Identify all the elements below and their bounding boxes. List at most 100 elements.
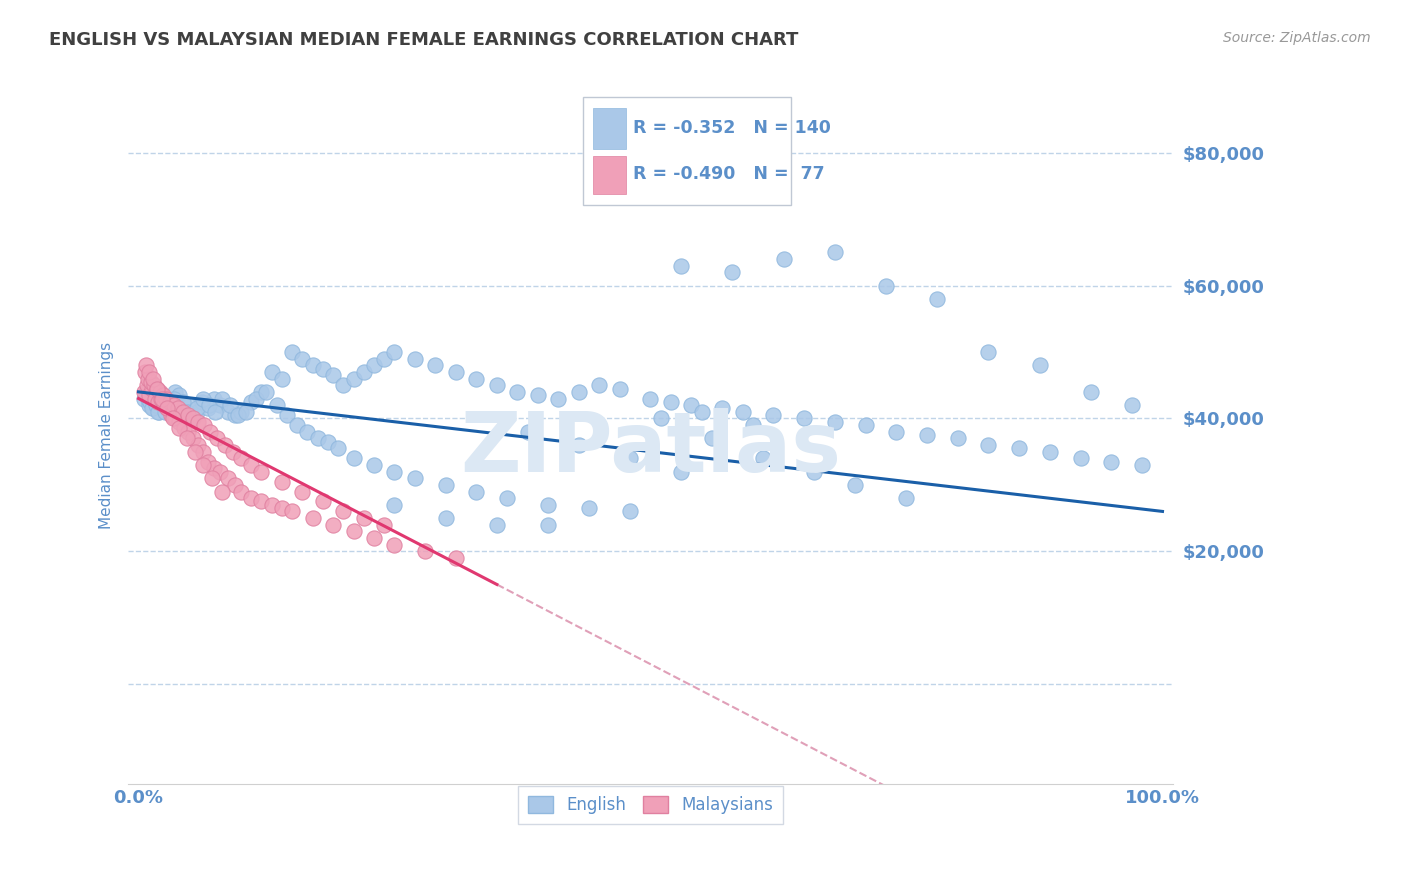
Point [146,405,169,419]
Point [260,365,283,379]
Point [135,359,157,373]
Point [1008,442,1031,456]
Point [191,444,214,458]
Point [176,405,198,419]
Point [844,478,866,492]
Point [149,384,172,399]
Point [145,398,167,412]
Point [312,361,335,376]
Point [162,398,184,412]
Legend: English, Malaysians: English, Malaysians [517,786,783,824]
Point [141,401,163,416]
Point [915,428,938,442]
Point [578,501,600,516]
Text: Source: ZipAtlas.com: Source: ZipAtlas.com [1223,31,1371,45]
Point [169,388,191,402]
Point [132,392,155,406]
Point [172,405,194,419]
Point [465,484,488,499]
Point [384,465,406,479]
Point [191,392,214,406]
Point [222,444,245,458]
Point [176,425,198,439]
Point [527,388,550,402]
Point [260,498,283,512]
Point [413,544,436,558]
Point [855,418,877,433]
Point [214,438,236,452]
Point [297,425,319,439]
Point [156,401,179,416]
Point [224,478,246,492]
Point [465,371,488,385]
Point [1039,444,1062,458]
Point [160,401,183,416]
Point [671,465,693,479]
Point [681,398,703,412]
Point [198,398,221,412]
Point [363,531,385,545]
Point [146,382,169,396]
Point [384,538,406,552]
Point [157,398,180,412]
Point [163,398,186,412]
Point [721,265,744,279]
Point [285,418,308,433]
Point [240,394,263,409]
Point [146,382,169,396]
Point [824,415,846,429]
Point [977,345,1000,359]
Point [316,434,339,449]
Point [142,392,165,406]
Point [793,411,815,425]
Point [135,384,157,399]
Point [404,351,426,366]
Point [434,511,457,525]
Point [250,494,273,508]
Point [187,415,209,429]
Point [169,415,191,429]
Point [138,398,160,412]
Point [270,475,292,489]
Point [342,524,364,539]
Point [363,359,385,373]
Point [143,382,166,396]
Point [547,392,569,406]
Point [136,371,159,385]
Point [384,498,406,512]
Point [250,384,273,399]
Point [588,378,610,392]
Point [141,382,163,396]
Point [1121,398,1143,412]
Point [1028,359,1050,373]
Point [160,408,183,422]
Point [217,471,239,485]
Point [281,504,304,518]
Point [353,365,375,379]
Point [157,392,180,406]
Point [690,405,713,419]
Text: R = -0.490   N =  77: R = -0.490 N = 77 [633,165,824,183]
Point [659,394,682,409]
Point [146,394,169,409]
Point [209,398,232,412]
Point [150,392,173,406]
Point [619,504,641,518]
FancyBboxPatch shape [593,156,627,194]
Point [506,384,529,399]
Point [301,511,323,525]
Point [762,408,785,422]
Point [425,359,447,373]
Point [671,259,693,273]
Point [134,365,156,379]
Point [152,388,174,402]
Point [186,401,208,416]
Point [384,345,406,359]
Point [537,498,560,512]
Point [139,388,162,402]
Point [824,245,846,260]
Point [270,501,292,516]
Point [1080,384,1102,399]
Point [181,411,204,425]
Point [167,405,190,419]
